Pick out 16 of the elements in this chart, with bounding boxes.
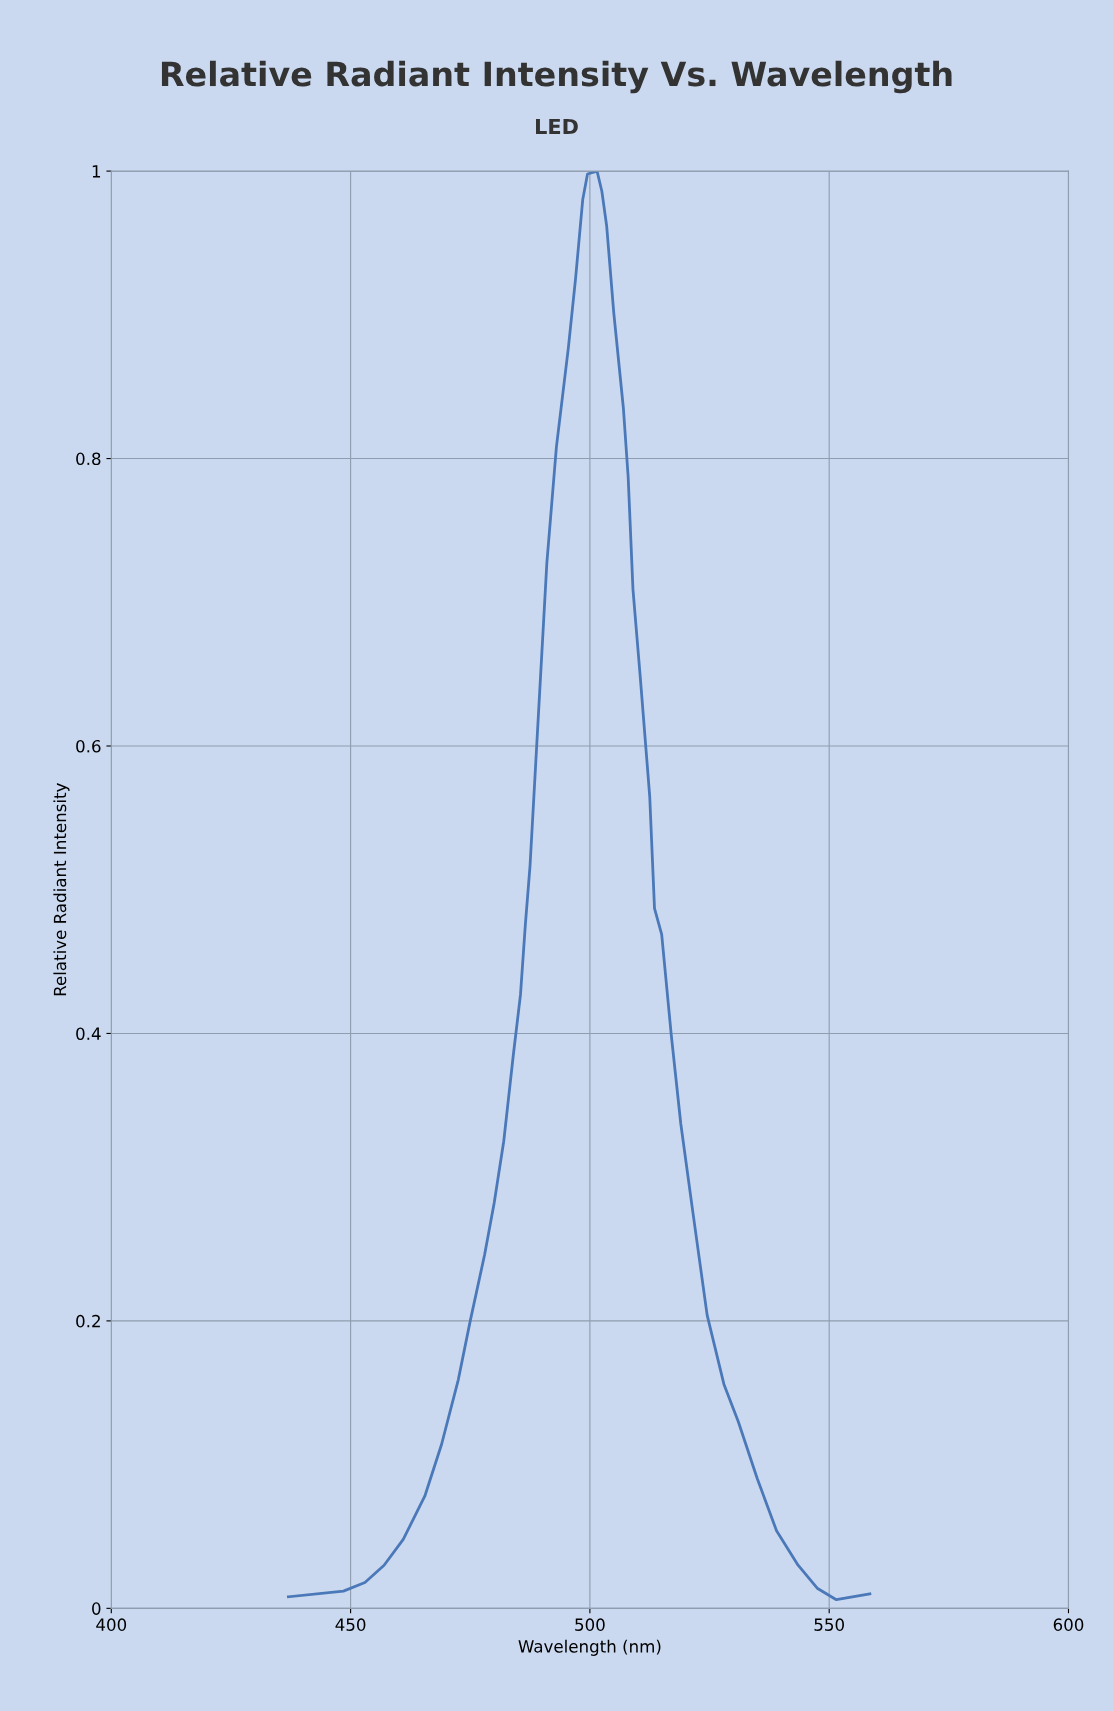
y-axis-title: Relative Radiant Intensity [53,783,70,996]
x-axis-title: Wavelength (nm) [518,1639,661,1656]
y-tick-label: 0.2 [76,1314,100,1328]
x-tick-label: 500 [575,1618,605,1631]
line-series [286,171,872,1602]
chart-subtitle: LED [536,118,578,135]
y-tick-label: 0.8 [76,452,101,466]
x-tick-label: 450 [335,1618,366,1631]
x-tick-label: 600 [1053,1618,1084,1631]
y-tick-label: 0 [92,1602,101,1615]
y-tick-label: 0.4 [76,1027,101,1041]
x-tick-label: 400 [96,1618,127,1631]
x-tick-label: 550 [814,1618,844,1631]
y-tick-label: 1 [92,165,101,178]
chart-title: Relative Radiant Intensity Vs. Wavelength [161,60,952,94]
y-tick-label: 0.6 [76,739,101,753]
